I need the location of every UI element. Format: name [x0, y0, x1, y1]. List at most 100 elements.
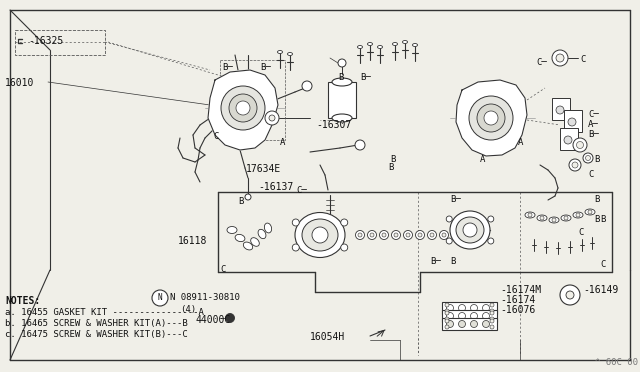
Ellipse shape: [456, 217, 484, 243]
Text: 44000C: 44000C: [196, 315, 231, 325]
Text: B─: B─: [588, 130, 599, 139]
Circle shape: [152, 290, 168, 306]
Circle shape: [445, 303, 449, 307]
Bar: [560, 128, 578, 150]
Circle shape: [484, 111, 498, 125]
Circle shape: [458, 321, 465, 327]
Ellipse shape: [378, 45, 383, 48]
Circle shape: [470, 321, 477, 327]
Ellipse shape: [287, 52, 292, 55]
Ellipse shape: [264, 223, 271, 233]
Circle shape: [490, 317, 494, 321]
Circle shape: [338, 59, 346, 67]
Circle shape: [380, 231, 388, 240]
Bar: [442, 318, 497, 330]
Text: B─: B─: [360, 73, 371, 82]
Ellipse shape: [332, 78, 352, 86]
Circle shape: [355, 231, 365, 240]
Circle shape: [566, 291, 574, 299]
Text: C: C: [588, 170, 593, 179]
Circle shape: [540, 216, 544, 220]
Circle shape: [415, 231, 424, 240]
Text: C: C: [600, 260, 605, 269]
Circle shape: [490, 325, 494, 329]
Circle shape: [340, 219, 348, 226]
Text: -16137: -16137: [258, 182, 293, 192]
Text: B─: B─: [222, 63, 233, 72]
Text: B─: B─: [450, 195, 461, 204]
Circle shape: [340, 244, 348, 251]
Circle shape: [445, 325, 449, 329]
Bar: [15, 30, 105, 55]
Bar: [328, 82, 356, 118]
Text: A: A: [518, 138, 524, 147]
Circle shape: [572, 162, 578, 168]
Circle shape: [221, 86, 265, 130]
Circle shape: [458, 305, 465, 311]
Text: -16174M: -16174M: [500, 285, 541, 295]
Text: -16149: -16149: [583, 285, 618, 295]
Text: B─: B─: [430, 257, 441, 266]
Circle shape: [236, 101, 250, 115]
Ellipse shape: [573, 212, 583, 218]
Ellipse shape: [450, 211, 490, 249]
Text: C: C: [220, 265, 225, 274]
Text: N 08911-30810: N 08911-30810: [170, 293, 240, 302]
Circle shape: [583, 153, 593, 163]
Text: B: B: [450, 257, 456, 266]
Text: ^ 60C 00 5: ^ 60C 00 5: [595, 358, 640, 367]
Circle shape: [490, 311, 494, 315]
Text: B: B: [600, 215, 605, 224]
Text: B: B: [338, 73, 344, 82]
Circle shape: [564, 136, 572, 144]
Circle shape: [588, 210, 592, 214]
Text: 16010: 16010: [5, 78, 35, 88]
Text: C─: C─: [296, 186, 307, 195]
Ellipse shape: [332, 114, 352, 122]
Text: C: C: [580, 55, 586, 64]
Circle shape: [477, 104, 505, 132]
Circle shape: [490, 309, 494, 313]
Circle shape: [394, 233, 398, 237]
Circle shape: [382, 233, 386, 237]
Text: 17634E: 17634E: [246, 164, 281, 174]
Text: -16307: -16307: [316, 120, 351, 130]
Circle shape: [573, 138, 587, 152]
Circle shape: [302, 81, 312, 91]
Bar: [564, 110, 582, 132]
Text: B: B: [594, 195, 600, 204]
Circle shape: [445, 309, 449, 313]
Ellipse shape: [561, 215, 571, 221]
Text: 16054H: 16054H: [310, 332, 345, 342]
Circle shape: [229, 94, 257, 122]
Circle shape: [568, 118, 576, 126]
Circle shape: [225, 314, 234, 323]
Circle shape: [586, 155, 591, 160]
Circle shape: [446, 216, 452, 222]
Circle shape: [269, 115, 275, 121]
Circle shape: [370, 233, 374, 237]
Ellipse shape: [367, 42, 372, 45]
Circle shape: [483, 312, 490, 320]
Text: N: N: [157, 294, 163, 302]
Circle shape: [312, 227, 328, 243]
Text: B─: B─: [260, 63, 271, 72]
Ellipse shape: [585, 209, 595, 215]
Circle shape: [430, 233, 434, 237]
Circle shape: [483, 321, 490, 327]
Text: A─: A─: [588, 120, 599, 129]
Ellipse shape: [549, 217, 559, 223]
Circle shape: [528, 213, 532, 217]
Circle shape: [552, 50, 568, 66]
Circle shape: [556, 106, 564, 114]
Circle shape: [552, 218, 556, 222]
Circle shape: [447, 312, 454, 320]
Text: B: B: [238, 197, 243, 206]
Circle shape: [367, 231, 376, 240]
Circle shape: [470, 312, 477, 320]
Circle shape: [463, 223, 477, 237]
Circle shape: [265, 111, 279, 125]
Circle shape: [469, 96, 513, 140]
Circle shape: [490, 319, 494, 323]
Circle shape: [560, 285, 580, 305]
